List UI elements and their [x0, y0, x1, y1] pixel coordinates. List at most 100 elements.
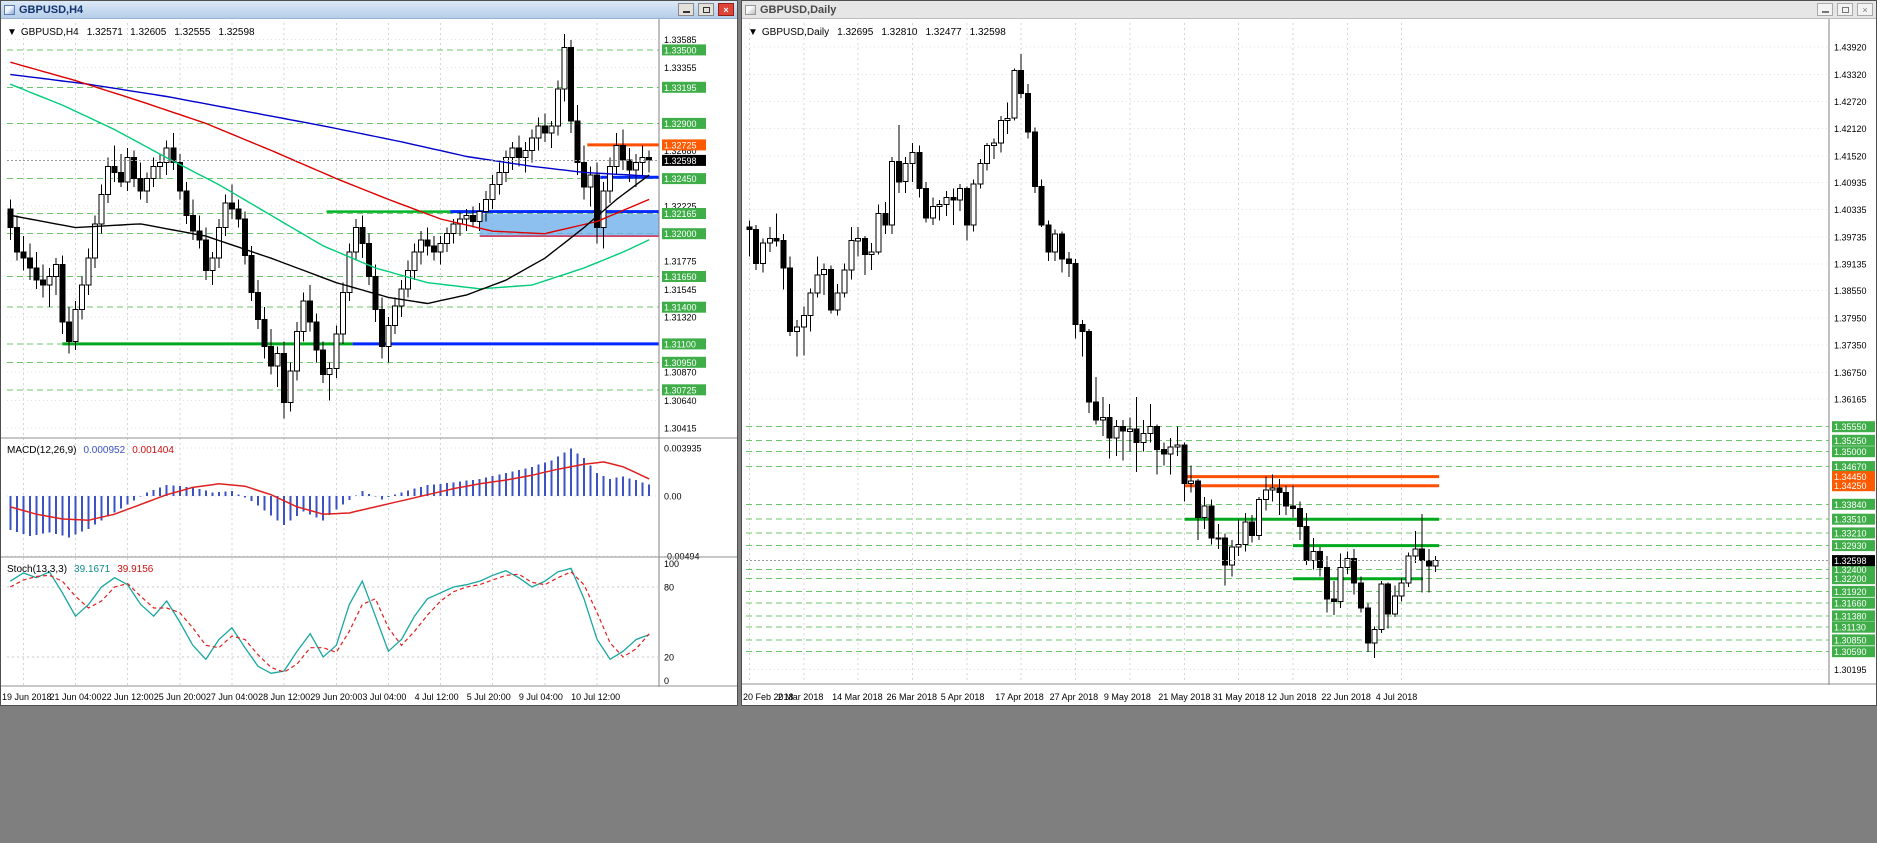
svg-text:1.30640: 1.30640 — [664, 396, 697, 406]
candle — [766, 238, 773, 244]
candle — [1215, 537, 1222, 540]
svg-text:1.40335: 1.40335 — [1834, 205, 1867, 215]
time-axis-label: 4 Jul 2018 — [1376, 692, 1418, 702]
candle — [1419, 548, 1426, 562]
info-symbol: GBPUSD,Daily — [762, 27, 829, 38]
candle — [215, 227, 222, 259]
close-button[interactable]: × — [718, 3, 734, 16]
time-axis-label: 4 Jul 12:00 — [415, 692, 459, 702]
candle — [902, 163, 909, 183]
candle — [773, 238, 780, 242]
titlebar-h4[interactable]: GBPUSD,H4 × — [1, 1, 737, 19]
svg-text:1.31545: 1.31545 — [664, 285, 697, 295]
restore-button[interactable] — [1837, 3, 1853, 16]
candle — [568, 47, 574, 122]
candle — [957, 188, 964, 201]
candle — [1330, 598, 1337, 602]
svg-text:1.30195: 1.30195 — [1834, 665, 1867, 675]
candle — [1344, 557, 1351, 568]
candle — [814, 274, 821, 294]
candle — [398, 288, 405, 307]
candle — [991, 142, 997, 146]
svg-text:0.003935: 0.003935 — [664, 444, 702, 454]
candle — [1310, 551, 1317, 562]
restore-button[interactable] — [698, 3, 714, 16]
candle — [613, 145, 620, 167]
candle — [1337, 566, 1344, 602]
chart-window-icon — [745, 4, 756, 15]
candle — [646, 157, 653, 161]
candle — [1025, 92, 1031, 133]
candle — [1174, 444, 1181, 448]
candle — [1351, 557, 1358, 584]
time-axis-label: 21 Jun 04:00 — [50, 692, 102, 702]
svg-text:1.39735: 1.39735 — [1834, 232, 1867, 242]
minimize-button[interactable] — [1817, 3, 1833, 16]
candle — [587, 174, 594, 188]
candle — [470, 214, 477, 222]
time-axis-label: 2 Mar 2018 — [778, 692, 824, 702]
svg-text:1.32598: 1.32598 — [664, 156, 697, 166]
svg-text:1.43920: 1.43920 — [1834, 43, 1867, 53]
candle — [411, 251, 418, 271]
svg-text:1.32000: 1.32000 — [664, 229, 697, 239]
svg-text:1.38550: 1.38550 — [1834, 286, 1867, 296]
ohlc-info-h4: ▼ GBPUSD,H4 1.32571 1.32605 1.32555 1.32598 — [7, 27, 255, 38]
time-axis-label: 28 Jun 12:00 — [258, 692, 310, 702]
stoch-d-value: 39.9156 — [117, 564, 154, 575]
candle — [228, 202, 235, 210]
svg-text:1.43320: 1.43320 — [1834, 70, 1867, 80]
svg-text:1.33510: 1.33510 — [1834, 515, 1867, 525]
candle — [827, 268, 834, 311]
candle — [977, 163, 984, 185]
candle — [7, 208, 14, 229]
candle — [85, 257, 92, 286]
candle — [183, 190, 190, 216]
svg-text:1.31920: 1.31920 — [1834, 587, 1867, 597]
candle — [111, 165, 118, 173]
candle — [502, 157, 509, 173]
candle — [1425, 560, 1432, 567]
svg-text:1.32598: 1.32598 — [1834, 556, 1867, 566]
candle — [313, 321, 320, 351]
svg-text:1.36750: 1.36750 — [1834, 368, 1867, 378]
candle — [1160, 448, 1167, 455]
candle — [150, 165, 157, 180]
stoch-indicator-label: Stoch(13,3,3) 39.1671 39.9156 — [7, 564, 154, 575]
time-axis-label: 26 Mar 2018 — [887, 692, 938, 702]
time-axis-label: 22 Jun 2018 — [1321, 692, 1371, 702]
candle — [391, 305, 398, 326]
svg-text:1.31320: 1.31320 — [664, 313, 697, 323]
candle — [1317, 551, 1324, 568]
candle — [1201, 505, 1208, 518]
time-axis-label: 19 Jun 2018 — [2, 692, 52, 702]
close-button[interactable]: × — [1857, 3, 1873, 16]
time-axis-label: 21 May 2018 — [1158, 692, 1210, 702]
candle — [1188, 480, 1195, 484]
candle — [541, 125, 548, 134]
candle — [385, 325, 392, 347]
candle — [1303, 526, 1310, 561]
candle — [437, 243, 444, 253]
candle — [300, 300, 307, 333]
candle — [868, 251, 875, 255]
candles-layer — [7, 34, 653, 419]
candle — [800, 315, 807, 328]
candle — [997, 120, 1004, 144]
minimize-button[interactable] — [678, 3, 694, 16]
svg-text:1.33195: 1.33195 — [664, 83, 697, 93]
candle — [554, 88, 561, 127]
candle — [1011, 70, 1018, 119]
titlebar-daily[interactable]: GBPUSD,Daily × — [742, 1, 1876, 19]
candle — [170, 147, 177, 164]
candle — [834, 292, 841, 311]
candle — [574, 120, 581, 164]
candle — [157, 162, 164, 167]
candle — [509, 147, 516, 159]
